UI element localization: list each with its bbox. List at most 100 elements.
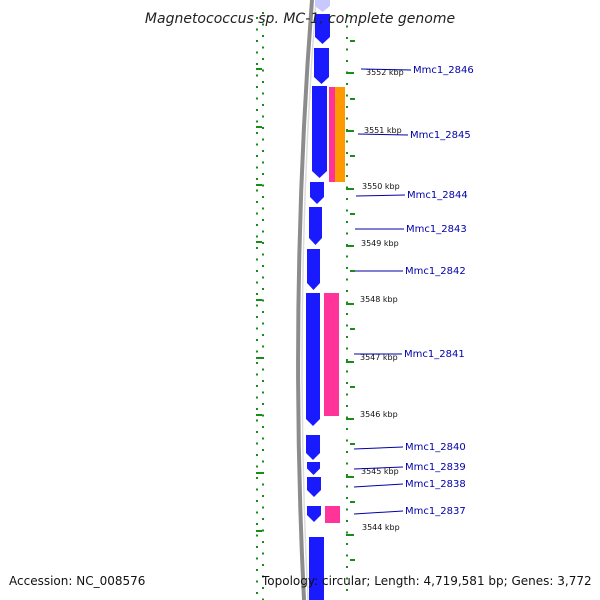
ruler-dot — [346, 370, 348, 373]
ruler-major-tick — [256, 126, 262, 128]
gene-label: Mmc1_2843 — [406, 224, 467, 235]
gene-leader-line — [360, 68, 412, 71]
ruler-major-tick — [346, 130, 354, 132]
ruler-dot — [346, 554, 348, 557]
ruler-dot — [262, 207, 264, 210]
ruler-dot — [262, 483, 264, 486]
ruler-dot — [256, 546, 258, 548]
ruler-dot — [256, 477, 258, 479]
ruler-dot — [256, 224, 258, 226]
ruler-dot — [256, 465, 258, 468]
ruler-dot — [262, 12, 264, 14]
ruler-dot — [262, 92, 264, 95]
cds-feature — [309, 537, 324, 600]
kbp-label: 3549 kbp — [361, 239, 399, 248]
ruler-dot — [256, 270, 258, 272]
ruler-dot — [256, 212, 258, 215]
ruler-dot — [262, 138, 264, 141]
ruler-dot — [262, 414, 264, 417]
kbp-label: 3544 kbp — [362, 523, 400, 532]
rna-feature — [325, 506, 340, 523]
ruler-dot — [262, 219, 264, 221]
ruler-dot — [346, 152, 348, 154]
ruler-dot — [346, 462, 348, 465]
label-layer: 3552 kbp 3551 kbp 3550 kbp 3549 kbp 3548 kbp… — [353, 65, 474, 532]
ruler-major-tick — [256, 299, 262, 301]
ruler-dot — [346, 520, 348, 522]
ruler-dot — [256, 304, 258, 307]
ruler-dot — [262, 265, 264, 267]
gene-leader-line — [353, 510, 404, 515]
ruler-dot — [256, 488, 258, 491]
ruler-dot — [262, 104, 264, 106]
ruler-dot — [256, 557, 258, 560]
ruler-dot — [346, 221, 348, 223]
ruler-major-tick — [346, 534, 354, 536]
ruler-dot — [262, 541, 264, 543]
accession-text: Accession: NC_008576 — [9, 574, 146, 588]
cds-feature — [307, 506, 321, 522]
ruler-dot — [256, 143, 258, 146]
ruler-major-tick — [346, 303, 354, 305]
ruler-dots — [256, 12, 355, 600]
ruler-dot — [262, 529, 264, 532]
ruler-dot — [346, 232, 348, 235]
ruler-dot — [262, 518, 264, 520]
ruler-dot — [262, 598, 264, 600]
ruler-dot — [346, 14, 348, 16]
ruler-dot — [346, 60, 348, 62]
rna-feature — [329, 87, 337, 182]
kbp-label: 3551 kbp — [364, 126, 402, 135]
ruler-major-tick — [256, 472, 262, 474]
ruler-dot — [262, 460, 264, 463]
map-title: Magnetococcus sp. MC-1, complete genome — [145, 11, 455, 27]
ruler-dot — [346, 589, 348, 591]
rna-feature — [324, 293, 339, 416]
ruler-dot — [262, 230, 264, 233]
ruler-major-tick — [346, 245, 354, 247]
ruler-dot — [256, 28, 258, 31]
gene-leader-line — [357, 133, 409, 136]
ruler-dot — [262, 587, 264, 589]
ruler-major-tick — [256, 241, 262, 243]
ruler-dot — [346, 83, 348, 85]
ruler-dot — [262, 253, 264, 256]
ruler-dot — [256, 51, 258, 54]
ruler-dot — [346, 393, 348, 396]
ruler-dot — [256, 534, 258, 537]
kbp-label: 3545 kbp — [361, 467, 399, 476]
kbp-label: 3552 kbp — [366, 68, 404, 77]
ruler-major-tick — [256, 530, 262, 532]
ruler-dot — [256, 17, 258, 19]
ruler-dot — [262, 357, 264, 359]
ruler-major-tick — [256, 68, 262, 70]
ruler-dot — [262, 196, 264, 198]
kbp-label: 3550 kbp — [362, 182, 400, 191]
ruler-dot — [262, 81, 264, 83]
ruler-dot — [256, 431, 258, 433]
ruler-dot — [262, 368, 264, 371]
genome-backbone-highlight — [301, 0, 317, 600]
cds-feature — [310, 182, 324, 204]
gene-label: Mmc1_2841 — [404, 349, 465, 360]
ruler-dot — [256, 201, 258, 203]
ruler-dot — [346, 497, 348, 499]
ruler-dot — [262, 506, 264, 509]
ruler-dot — [256, 258, 258, 261]
ruler-dot — [256, 511, 258, 514]
ruler-dot — [262, 184, 264, 187]
ruler-dot — [346, 474, 348, 476]
ruler-dot — [262, 391, 264, 394]
ruler-dot — [256, 120, 258, 123]
ruler-dot — [256, 385, 258, 387]
ruler-minor-tick — [350, 213, 355, 215]
ruler-dot — [346, 382, 348, 384]
ruler-minor-tick — [350, 386, 355, 388]
gene-leader-line — [353, 483, 404, 488]
ruler-dot — [256, 132, 258, 134]
ruler-dot — [262, 311, 264, 313]
kbp-label: 3546 kbp — [360, 410, 398, 419]
ruler-dot — [346, 428, 348, 430]
ruler-dot — [346, 25, 348, 28]
gene-label: Mmc1_2837 — [405, 506, 466, 517]
